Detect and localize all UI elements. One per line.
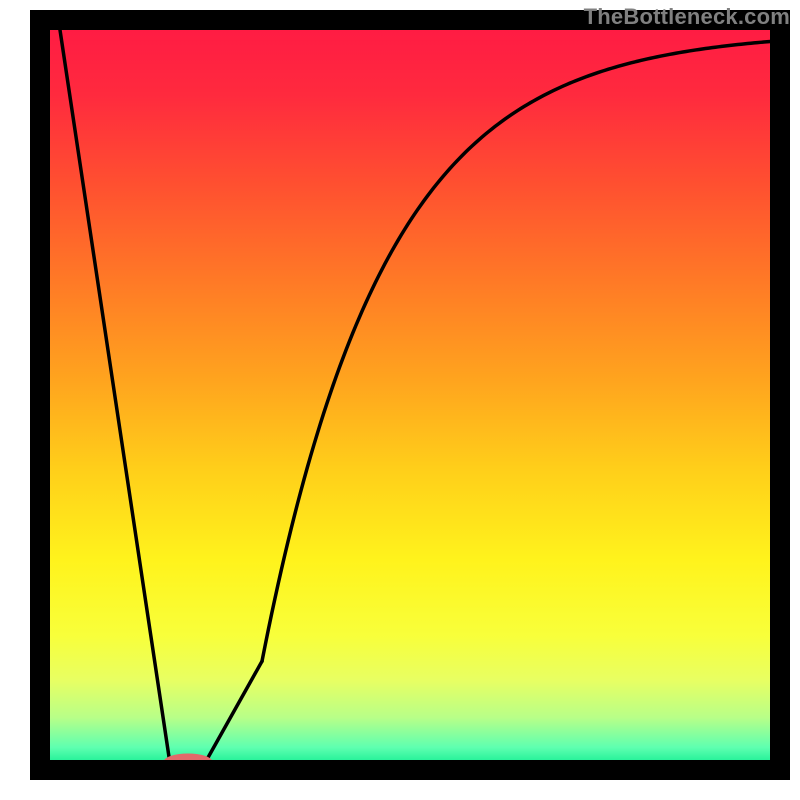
watermark-text: TheBottleneck.com bbox=[584, 4, 790, 30]
plot-background bbox=[40, 20, 780, 770]
bottleneck-chart bbox=[0, 0, 800, 800]
chart-container: TheBottleneck.com bbox=[0, 0, 800, 800]
